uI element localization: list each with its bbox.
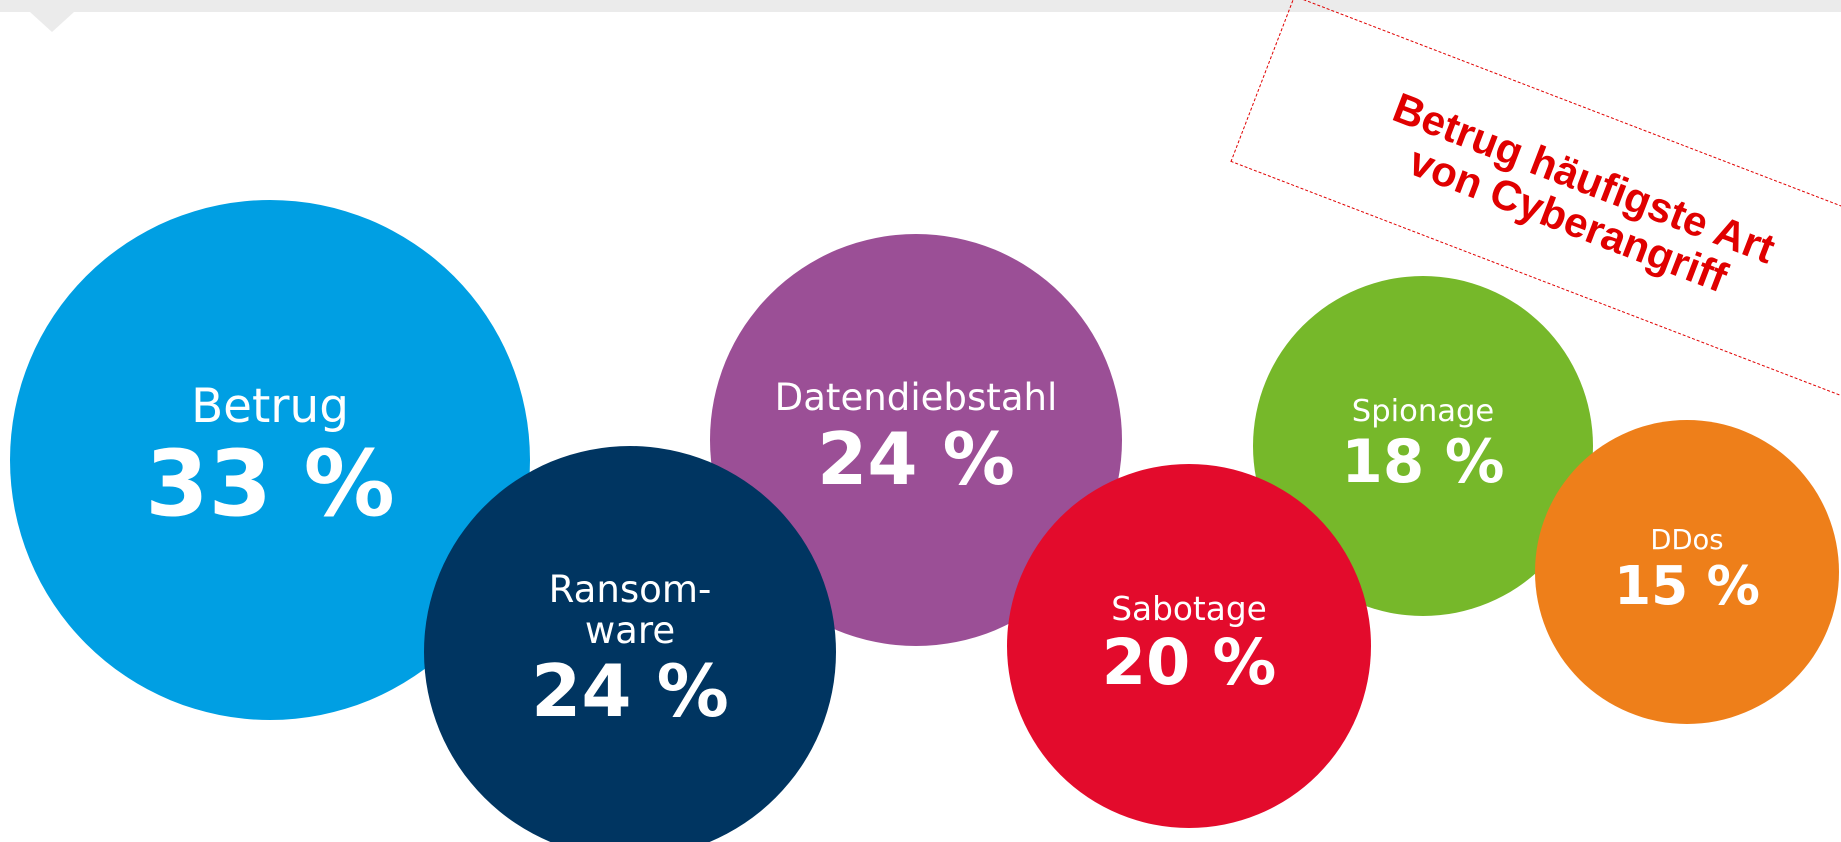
bubble-value: 24 % (531, 650, 729, 735)
bubble: Betrug 33 % (10, 200, 530, 720)
bubble: Sabotage 20 % (1007, 464, 1371, 828)
bubble-value: 15 % (1614, 555, 1760, 618)
bubble-value: 24 % (817, 417, 1015, 502)
bubble-label: Datendiebstahl (774, 376, 1058, 420)
top-notch (30, 12, 74, 32)
bubble-label: DDos (1650, 525, 1724, 557)
bubble-value: 18 % (1341, 427, 1505, 497)
bubble-label: Sabotage (1111, 590, 1267, 629)
bubble-value: 20 % (1101, 626, 1277, 701)
bubble-label: Ransom- ware (548, 567, 712, 652)
bubble: DDos 15 % (1535, 420, 1839, 724)
bubble: Ransom- ware 24 % (424, 446, 836, 842)
bubble-value: 33 % (145, 432, 395, 538)
bubble-label: Betrug (191, 379, 349, 434)
bubble-label: Spionage (1351, 393, 1495, 429)
top-bar (0, 0, 1841, 12)
